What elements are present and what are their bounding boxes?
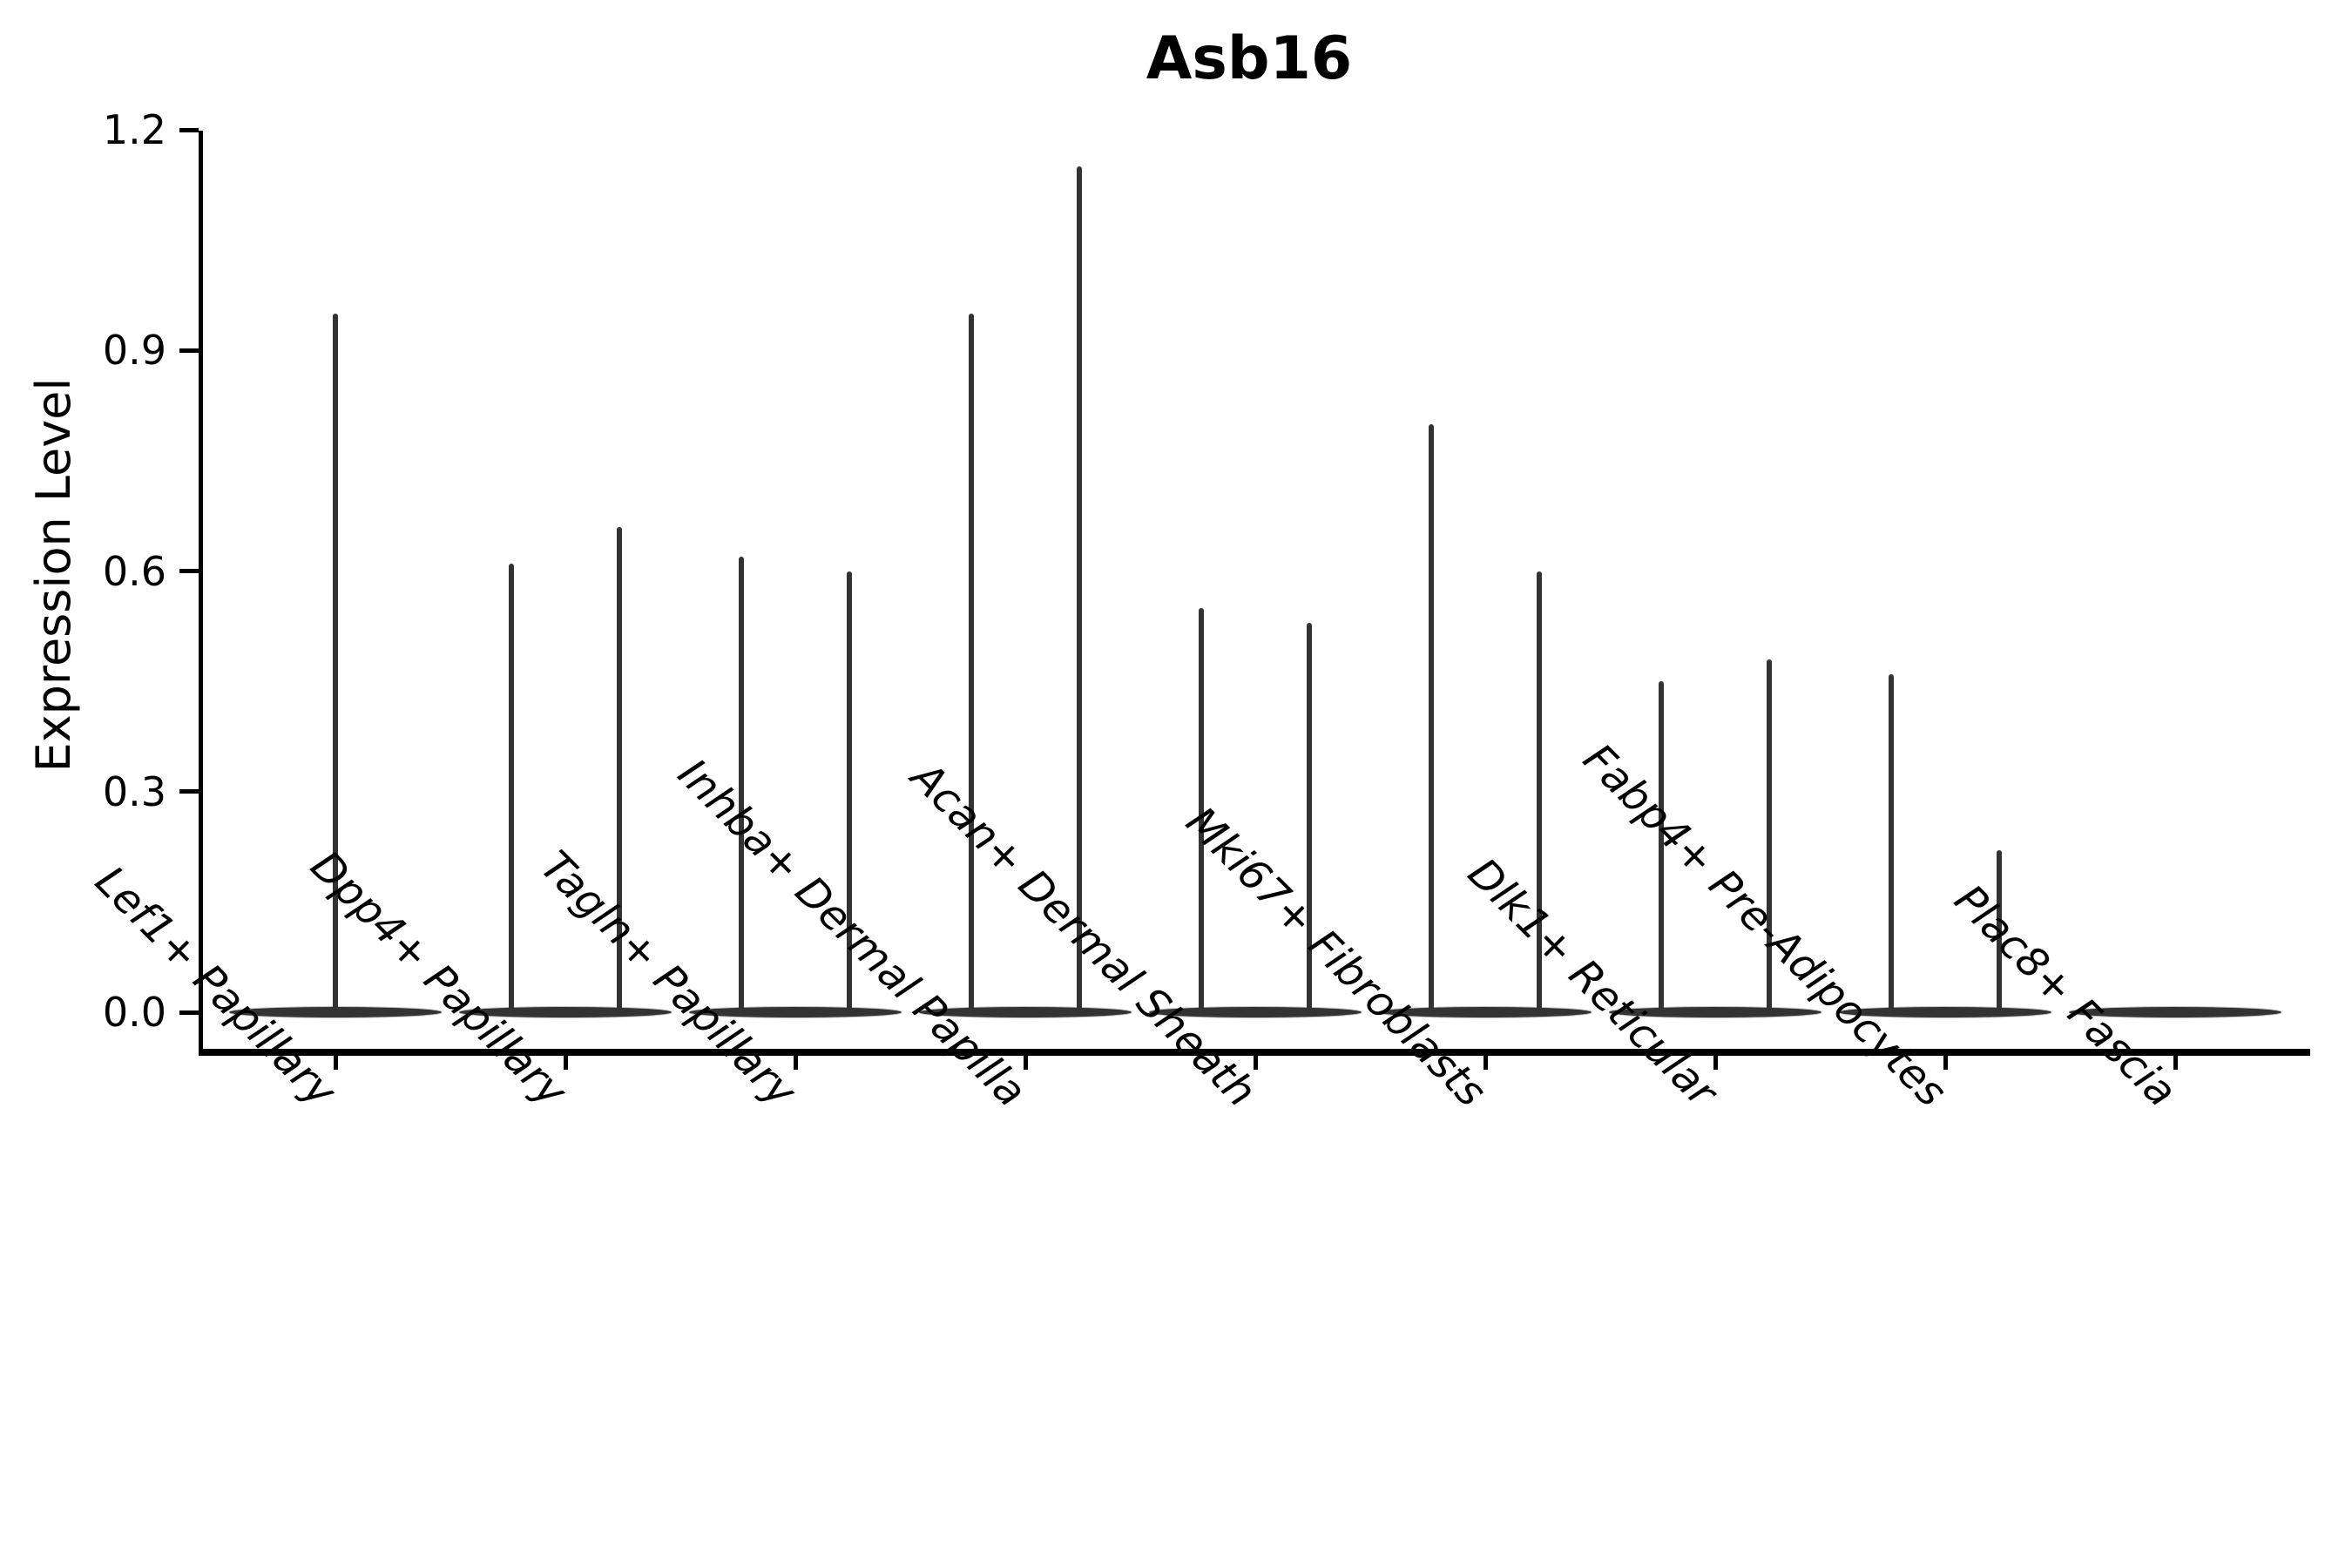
x-tick-label: Plac8+ Fascia <box>1944 875 2186 1117</box>
violin-base <box>229 1007 442 1017</box>
y-tick-label: 0.0 <box>102 989 166 1036</box>
y-tick-mark <box>179 569 199 574</box>
x-tick-label: Dlk1+ Reticular <box>1457 848 1726 1117</box>
x-tick-mark <box>1023 1054 1028 1070</box>
x-axis-spine <box>199 1049 2310 1056</box>
violin-spike <box>333 314 338 1012</box>
x-tick-label: Tagln+ Papillary <box>531 841 806 1117</box>
x-tick-mark <box>1713 1054 1718 1070</box>
violin-spike <box>1199 607 1204 1012</box>
y-axis-spine <box>199 131 203 1052</box>
violin-spike <box>1429 423 1434 1012</box>
x-tick-mark <box>793 1054 798 1070</box>
chart-title: Asb16 <box>1146 24 1353 93</box>
violin-spike <box>1889 673 1894 1012</box>
y-tick-label: 0.9 <box>102 327 166 375</box>
violin-spike <box>1537 571 1542 1012</box>
x-tick-mark <box>563 1054 568 1070</box>
y-tick-label: 1.2 <box>102 106 166 154</box>
x-tick-mark <box>2173 1054 2178 1070</box>
violin-base <box>2069 1007 2281 1017</box>
y-tick-label: 0.3 <box>102 767 166 815</box>
x-tick-mark <box>1483 1054 1488 1070</box>
y-tick-mark <box>179 789 199 794</box>
x-tick-mark <box>333 1054 338 1070</box>
violin-spike <box>1767 659 1772 1012</box>
y-tick-label: 0.6 <box>102 547 166 595</box>
violin-spike <box>509 564 514 1012</box>
x-tick-label: Dpp4+ Papillary <box>301 841 576 1117</box>
violin-spike <box>1997 850 2002 1012</box>
x-tick-mark <box>1943 1054 1948 1070</box>
y-tick-mark <box>179 348 199 353</box>
violin-spike <box>969 314 974 1012</box>
violin-spike <box>1307 622 1312 1012</box>
x-tick-label: Fabp4+ Pre-Adipocytes <box>1573 734 1956 1117</box>
y-tick-mark <box>179 127 199 132</box>
x-tick-mark <box>1253 1054 1258 1070</box>
y-tick-mark <box>179 1010 199 1015</box>
x-tick-label: Lef1+ Papillary <box>85 856 347 1117</box>
violin-spike <box>1077 166 1082 1012</box>
violin-spike <box>739 556 744 1012</box>
violin-spike <box>1659 681 1664 1012</box>
violin-spike <box>847 571 852 1012</box>
violin-spike <box>617 526 622 1012</box>
